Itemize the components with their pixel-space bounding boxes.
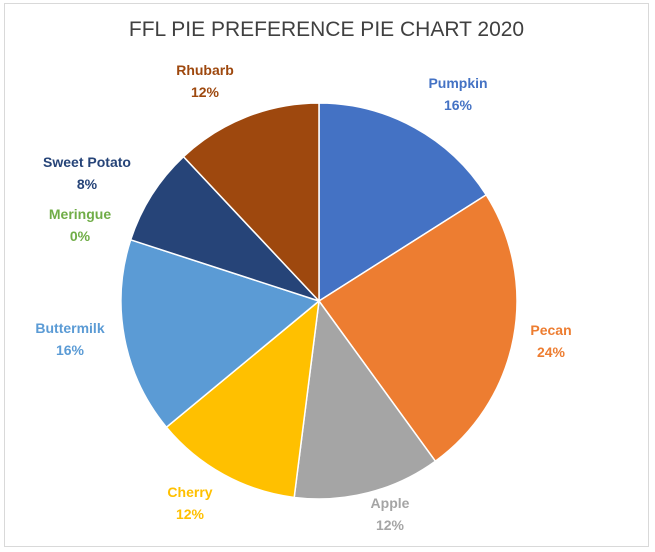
data-label-sweet-potato-percent: 8%	[77, 176, 98, 192]
data-label-cherry-percent: 12%	[176, 506, 205, 522]
data-label-apple-name: Apple	[371, 495, 410, 511]
data-label-apple-percent: 12%	[376, 517, 405, 533]
data-label-cherry-name: Cherry	[167, 484, 212, 500]
pie-slice-apple	[293, 299, 437, 500]
data-label-meringue-percent: 0%	[70, 228, 91, 244]
data-label-pumpkin-name: Pumpkin	[428, 75, 487, 91]
data-label-pumpkin-percent: 16%	[444, 97, 473, 113]
pie-slice-pecan	[317, 193, 518, 463]
data-label-rhubarb-name: Rhubarb	[176, 62, 234, 78]
pie-slice-rhubarb	[182, 102, 320, 303]
pie-slice-sweet-potato	[129, 155, 320, 302]
data-label-pecan-percent: 24%	[537, 344, 566, 360]
pie-slice-pumpkin	[318, 102, 488, 303]
data-label-sweet-potato-name: Sweet Potato	[43, 154, 131, 170]
pie-slice-buttermilk	[120, 238, 321, 429]
data-label-buttermilk-percent: 16%	[56, 342, 85, 358]
data-label-buttermilk-name: Buttermilk	[35, 320, 104, 336]
data-label-meringue-name: Meringue	[49, 206, 111, 222]
pie-slice-cherry	[165, 299, 320, 499]
data-label-pecan-name: Pecan	[530, 322, 571, 338]
chart-title: FFL PIE PREFERENCE PIE CHART 2020	[128, 18, 525, 41]
data-label-rhubarb-percent: 12%	[191, 84, 220, 100]
